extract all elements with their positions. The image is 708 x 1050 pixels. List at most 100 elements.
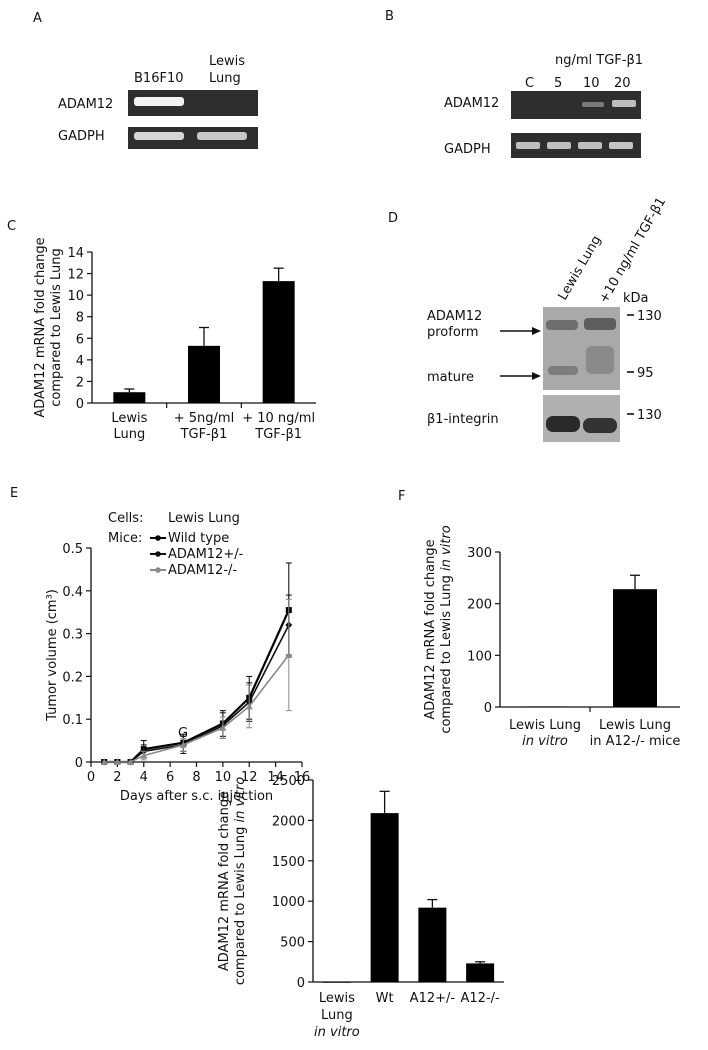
- bar: [113, 392, 146, 403]
- x-tick-label: 6: [166, 770, 174, 785]
- x-tick-label: Lewis Lung: [509, 718, 581, 733]
- data-point: [219, 724, 227, 731]
- panel-a-row-label: ADAM12: [58, 97, 113, 112]
- y-tick-label: 0.1: [62, 713, 83, 728]
- panel-b: B ng/ml TGF-β1 C 5 10 20 ADAM12 GADPH: [385, 9, 643, 158]
- band-d-mature-1: [548, 366, 578, 375]
- panel-e-letter: E: [10, 486, 18, 501]
- panel-e-cells-value: Lewis Lung: [168, 511, 240, 526]
- band-b-gadph-2: [547, 142, 571, 149]
- panel-d-marker: 95: [637, 366, 654, 381]
- panel-a: A B16F10 Lewis Lung ADAM12 GADPH: [33, 11, 258, 149]
- panel-b-lane-label: 20: [614, 76, 631, 91]
- panel-d-marker: 130: [637, 309, 662, 324]
- panel-d-label: ADAM12: [427, 309, 482, 324]
- panel-d-label: mature: [427, 370, 474, 385]
- x-tick-label: Lewis: [111, 411, 147, 426]
- panel-b-lane-label: 5: [554, 76, 562, 91]
- x-tick-label: Lung: [321, 1008, 353, 1023]
- data-point: [140, 752, 148, 759]
- arrow-proform: [500, 327, 541, 335]
- bar: [188, 345, 220, 403]
- y-tick-label: 10: [67, 289, 84, 304]
- panel-g-chart: G 0 500 1000 1500 2000 2500 Lewis Lung in vitro W…: [178, 726, 504, 1040]
- panel-e-mice-label: Mice:: [108, 531, 142, 546]
- panel-d-label: proform: [427, 325, 479, 340]
- y-axis-label: ADAM12 mRNA fold change: [217, 791, 232, 971]
- y-axis-label: compared to Lewis Lung in vitro: [233, 777, 248, 985]
- y-tick-label: 0: [75, 756, 83, 771]
- y-tick-label: 2500: [272, 774, 305, 789]
- y-tick-label: 0.3: [62, 628, 83, 643]
- x-tick-label: 2: [113, 770, 121, 785]
- bar: [418, 907, 447, 982]
- data-point: [285, 651, 293, 658]
- panel-d-lane-label: +10 ng/ml TGF-β1: [596, 195, 669, 306]
- band-a-b16f10: [134, 97, 184, 106]
- legend-label: ADAM12-/-: [168, 563, 237, 578]
- arrow-mature: [500, 372, 541, 380]
- y-tick-label: 0: [297, 976, 305, 991]
- bar: [466, 963, 495, 982]
- panel-e-chart: E Cells: Lewis Lung Mice: 0 0.1 0.2 0.3 0.4 0…: [10, 486, 310, 804]
- band-b-10: [582, 102, 604, 107]
- panel-a-row-label: GADPH: [58, 129, 105, 144]
- data-point: [179, 741, 187, 748]
- panel-b-lane-label: 10: [583, 76, 600, 91]
- legend-marker: [155, 535, 161, 541]
- y-tick-label: 0.2: [62, 670, 83, 685]
- x-tick-label: 12: [241, 770, 258, 785]
- band-d-integrin-2: [583, 418, 617, 433]
- y-tick-label: 0: [76, 397, 84, 412]
- x-axis-label: Days after s.c. injection: [120, 789, 273, 804]
- x-tick-label: in vitro: [314, 1025, 360, 1040]
- y-axis-label: compared to Lewis Lung: [49, 248, 64, 407]
- x-tick-label: Lung: [113, 427, 145, 442]
- panel-a-letter: A: [33, 11, 42, 26]
- x-tick-label: Lewis: [319, 991, 355, 1006]
- legend-marker: [155, 551, 161, 557]
- x-tick-label: 16: [294, 770, 311, 785]
- data-point: [127, 758, 135, 765]
- x-tick-label: Wt: [376, 991, 394, 1006]
- panel-g-letter: G: [178, 726, 188, 741]
- panel-a-lane-label: B16F10: [134, 71, 183, 86]
- panel-d: D Lewis Lung +10 ng/ml TGF-β1 kDa ADAM12…: [388, 195, 669, 442]
- y-tick-label: 0.5: [62, 542, 83, 557]
- x-tick-label: in vitro: [522, 734, 568, 749]
- panel-c-letter: C: [7, 219, 16, 234]
- panel-a-lane2-line1: Lewis: [209, 54, 245, 69]
- x-tick-label: TGF-β1: [180, 427, 228, 442]
- y-axis-label: ADAM12 mRNA fold change: [423, 539, 438, 719]
- series-line: [104, 624, 290, 763]
- legend-marker: [155, 567, 161, 573]
- panel-b-lane-label: C: [525, 76, 534, 91]
- bar: [322, 981, 351, 983]
- y-tick-label: 4: [76, 354, 84, 369]
- panel-a-lane-label: Lewis Lung: [209, 54, 249, 86]
- y-tick-label: 300: [467, 546, 492, 561]
- y-tick-label: 12: [67, 268, 84, 283]
- band-d-proform-1: [546, 320, 578, 330]
- x-tick-label: 8: [192, 770, 200, 785]
- y-tick-label: 14: [67, 246, 84, 261]
- band-b-20: [612, 100, 636, 107]
- panel-d-letter: D: [388, 211, 398, 226]
- band-b-gadph-3: [578, 142, 602, 149]
- y-tick-label: 6: [76, 332, 84, 347]
- y-axis-label: Tumor volume (cm³): [45, 589, 60, 722]
- panel-a-lane2-line2: Lung: [209, 71, 241, 86]
- y-tick-label: 2: [76, 375, 84, 390]
- data-point: [245, 702, 253, 710]
- panel-e-cells-label: Cells:: [108, 511, 143, 526]
- x-tick-label: 14: [267, 770, 284, 785]
- y-tick-label: 2000: [272, 814, 305, 829]
- legend-label: ADAM12+/-: [168, 547, 244, 562]
- x-tick-label: A12+/-: [410, 991, 456, 1006]
- panel-d-kda-label: kDa: [623, 291, 649, 306]
- x-tick-label: 10: [215, 770, 232, 785]
- x-tick-label: 4: [140, 770, 148, 785]
